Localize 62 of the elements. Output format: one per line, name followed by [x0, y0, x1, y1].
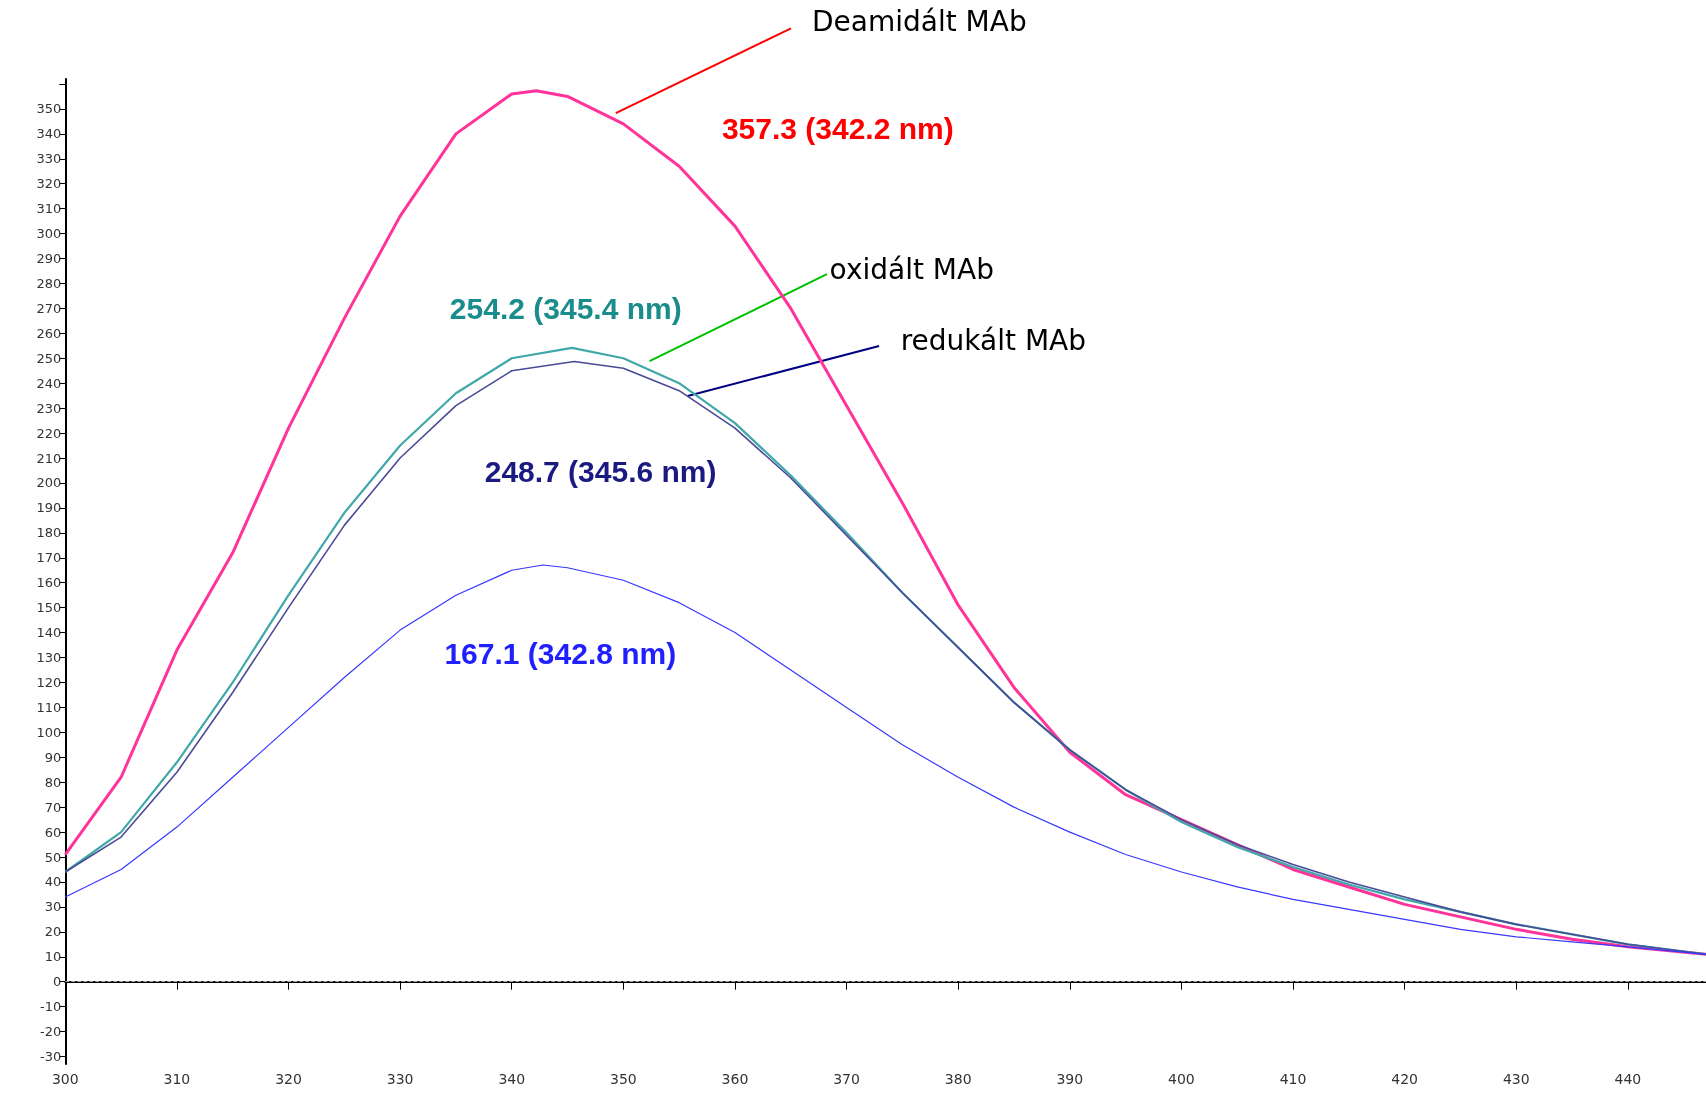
- x-tick-label: 370: [833, 1071, 860, 1087]
- y-tick-label: 90: [44, 749, 62, 765]
- y-tick-label: 50: [44, 849, 62, 865]
- text: oxidált MAb: [829, 253, 994, 287]
- y-tick-label: 110: [36, 699, 62, 715]
- annotation: 357.3 (342.2 nm): [721, 111, 954, 145]
- x-tick-label: 320: [275, 1071, 302, 1087]
- y-tick-label: 250: [36, 350, 62, 366]
- y-tick-label: 100: [36, 724, 62, 740]
- x-tick-label: 360: [721, 1071, 749, 1087]
- annotation: 248.7 (345.6 nm): [484, 454, 717, 488]
- y-tick-label: 40: [44, 874, 62, 890]
- x-tick-label: 310: [163, 1071, 191, 1087]
- y-tick-label: 190: [36, 500, 62, 516]
- line-series: [63, 89, 1706, 956]
- y-tick-label: 0: [53, 974, 62, 990]
- y-tick-label: 130: [36, 650, 62, 666]
- text: redukált MAb: [900, 324, 1086, 358]
- y-tick-label: 300: [36, 226, 62, 242]
- y-tick-label: 320: [36, 176, 62, 192]
- y-tick-label: 260: [36, 325, 62, 341]
- x-tick-label: 330: [386, 1071, 414, 1087]
- y-tick-label: 70: [44, 799, 62, 815]
- y-tick-label: -20: [40, 1024, 62, 1040]
- y-tick-label: 120: [36, 674, 62, 690]
- y-tick-label: 340: [36, 126, 62, 142]
- annotation: 254.2 (345.4 nm): [449, 292, 682, 326]
- y-tick-label: 220: [36, 425, 62, 441]
- y-tick-label: 270: [36, 300, 62, 316]
- y-tick-label: 210: [36, 450, 62, 466]
- y-tick-label: 150: [36, 600, 62, 616]
- y-tick-label: 280: [36, 275, 62, 291]
- x-tick-label: 440: [1614, 1071, 1642, 1087]
- y-tick-label: 30: [44, 899, 62, 915]
- y-tick-label: 200: [36, 475, 62, 491]
- y-tick-label: 60: [44, 824, 62, 840]
- y-tick-label: 290: [36, 251, 62, 267]
- y-tick-label: 10: [44, 949, 62, 965]
- annotation: 167.1 (342.8 nm): [444, 637, 677, 671]
- x-tick-label: 400: [1168, 1071, 1195, 1087]
- y-tick-label: -30: [40, 1049, 62, 1065]
- y-tick-label: 350: [36, 101, 62, 117]
- y-tick-label: 20: [44, 924, 62, 940]
- y-tick-label: 330: [36, 151, 62, 167]
- y-tick-label: 180: [36, 525, 62, 541]
- x-tick-label: 430: [1502, 1071, 1530, 1087]
- y-tick-label: 170: [36, 550, 62, 566]
- x-tick-label: 350: [609, 1071, 637, 1087]
- y-tick-label: 230: [36, 400, 62, 416]
- y-tick-label: 160: [36, 575, 62, 591]
- y-tick-label: -10: [40, 999, 62, 1015]
- x-tick-label: 390: [1056, 1071, 1084, 1087]
- y-tick-label: 240: [36, 375, 62, 391]
- text: Deamidált MAb: [812, 5, 1027, 39]
- y-tick-label: 80: [44, 774, 62, 790]
- x-tick-label: 420: [1391, 1071, 1419, 1087]
- x-tick-label: 410: [1279, 1071, 1307, 1087]
- y-tick-label: 140: [36, 625, 62, 641]
- line-series: [64, 564, 1706, 955]
- x-tick-label: 340: [498, 1071, 526, 1087]
- y-tick-label: 310: [36, 201, 62, 217]
- x-tick-label: 380: [944, 1071, 972, 1087]
